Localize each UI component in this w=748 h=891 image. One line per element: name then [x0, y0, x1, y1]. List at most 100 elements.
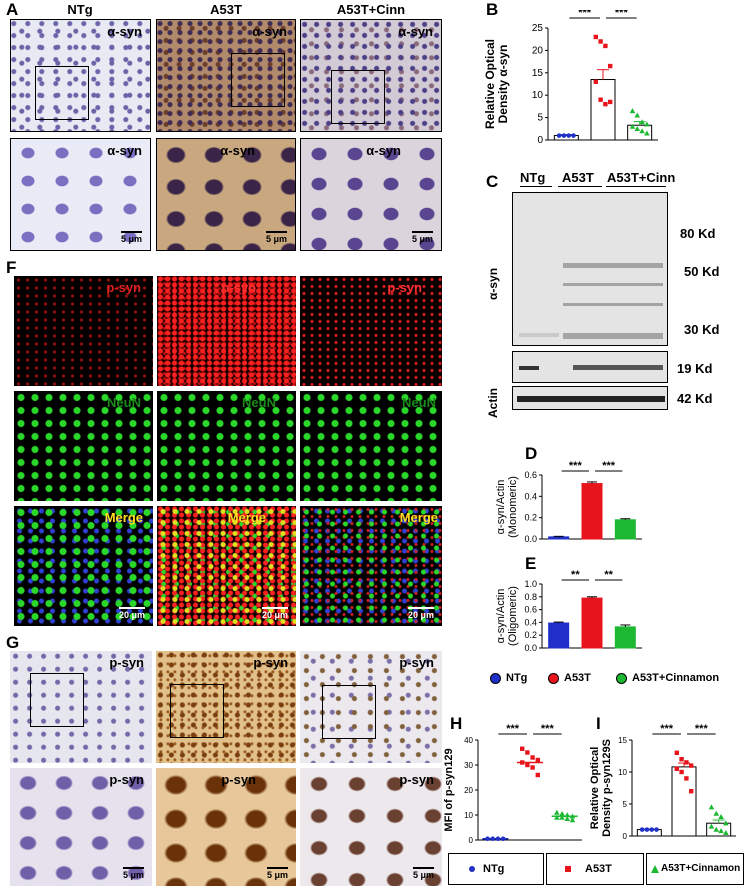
if-merge-a53t-cinn: Merge 20 μm: [300, 506, 442, 626]
legend-swatch-ntg: [490, 673, 501, 684]
data-point: [500, 836, 506, 841]
data-point: [598, 97, 603, 102]
legend-hi-ntg: NTg: [448, 853, 544, 885]
blot-bands: [519, 365, 663, 370]
significance-label: ***: [541, 723, 555, 735]
stain-label: p-syn: [109, 772, 144, 787]
y-tick-label: 10: [532, 90, 544, 101]
significance-label: ***: [506, 723, 520, 735]
zoom-psyn-a53t: p-syn 5 μm: [156, 768, 296, 886]
panel-label-d: D: [525, 444, 538, 463]
y-tick-label: 0.4: [524, 491, 537, 501]
y-axis-label-line: Relative Optical: [483, 39, 497, 129]
y-axis-label-line: α-syn/Actin: [495, 480, 507, 535]
y-tick-label: 40: [464, 736, 473, 745]
lane-underline: [606, 186, 666, 187]
chart-b: Relative OpticalDensity α-syn 0 5 10 15 20 25 *…: [483, 10, 658, 145]
bar: [614, 519, 636, 540]
y-axis-label: Relative OpticalDensity α-syn: [483, 39, 510, 129]
scale-bar: 5 μm: [122, 867, 144, 880]
zoom-box: [30, 673, 84, 727]
significance-label: **: [571, 569, 580, 581]
if-psyn-ntg: p-syn: [14, 276, 153, 386]
stain-label: p-syn: [106, 280, 141, 295]
significance-label: **: [604, 569, 613, 581]
blot-bands: [519, 263, 663, 339]
data-point: [679, 757, 684, 762]
y-tick-label: 0.6: [524, 470, 537, 480]
data-point: [684, 776, 689, 781]
panel-label-a: A: [6, 0, 19, 19]
zoom-psyn-ntg: p-syn 5 μm: [10, 768, 152, 886]
bar: [590, 79, 616, 141]
y-tick-label: 0.2: [524, 513, 537, 523]
data-point: [689, 763, 694, 768]
y-tick-label: 30: [464, 761, 473, 770]
lane-header-ntg: NTg: [520, 170, 546, 185]
data-point: [520, 746, 525, 751]
panel-label-c: C: [486, 172, 499, 191]
data-point: [684, 760, 689, 765]
data-point: [535, 757, 540, 763]
y-tick-label: 0.8: [524, 592, 537, 602]
bar: [581, 483, 603, 540]
data-point: [644, 827, 650, 832]
bar: [671, 766, 697, 837]
y-tick-label: 1.0: [524, 579, 537, 589]
chart-d: α-syn/Actin(Monomeric) 0.0 0.2 0.4 0.6 *** ***: [495, 460, 642, 544]
bar: [614, 626, 636, 649]
data-point: [644, 130, 650, 136]
y-tick-label: 0: [537, 135, 543, 145]
data-point: [561, 133, 567, 138]
stain-label: p-syn: [253, 655, 288, 670]
data-point: [495, 836, 501, 841]
zoom-asyn-a53t: α-syn 5 μm: [156, 138, 296, 251]
data-point: [559, 814, 565, 820]
data-point: [566, 133, 571, 138]
lane-underline: [558, 186, 602, 187]
legend-label-a53t: A53T: [585, 863, 612, 875]
data-point: [485, 836, 490, 841]
data-point: [569, 817, 576, 823]
panel-label-f: F: [6, 258, 17, 277]
data-point: [654, 827, 659, 832]
blot-row-label-actin: Actin: [486, 388, 500, 418]
lane-underline: [520, 186, 552, 187]
data-point: [559, 810, 565, 816]
significance-label: ***: [569, 460, 583, 472]
bar: [548, 536, 570, 540]
stain-label: p-syn: [399, 772, 434, 787]
data-point: [554, 809, 560, 815]
data-point: [571, 133, 576, 138]
if-neun-a53t: NeuN: [157, 391, 296, 501]
lane-header-a53t-cinn: A53T+Cinn: [607, 170, 676, 185]
chart-h: MFI of p-syn129 0 10 20 30 40 *** ***: [443, 723, 582, 845]
stain-label: Merge: [104, 510, 143, 525]
legend-label-cinn: A53T+Cinnamon: [661, 863, 741, 874]
stain-label: Merge: [399, 510, 438, 525]
y-tick-label: 0.0: [524, 643, 537, 653]
mw-30: 30 Kd: [684, 322, 720, 337]
zoom-asyn-a53t-cinn: α-syn 5 μm: [300, 138, 442, 251]
scale-bar: 5 μm: [265, 231, 287, 244]
if-neun-ntg: NeuN: [14, 391, 153, 501]
blot-asyn-monomer: [512, 351, 668, 383]
stain-label: NeuN: [242, 395, 276, 410]
data-point: [634, 112, 641, 118]
data-point: [639, 827, 645, 832]
stain-label: α-syn: [107, 24, 142, 39]
stain-label: NeuN: [402, 395, 436, 410]
data-point: [723, 830, 729, 835]
if-neun-a53t-cinn: NeuN: [300, 391, 442, 501]
data-point: [603, 101, 608, 107]
y-tick-label: 5: [537, 113, 543, 124]
data-point: [639, 119, 645, 125]
scale-bar: 5 μm: [411, 231, 433, 244]
data-point: [530, 755, 535, 760]
stain-label: α-syn: [366, 143, 401, 158]
mw-80: 80 Kd: [680, 226, 716, 241]
data-point: [593, 79, 598, 84]
y-tick-label: 5: [623, 800, 628, 809]
data-point: [629, 108, 636, 114]
legend-de: NTg A53T A53T+Cinnamon: [490, 670, 740, 690]
